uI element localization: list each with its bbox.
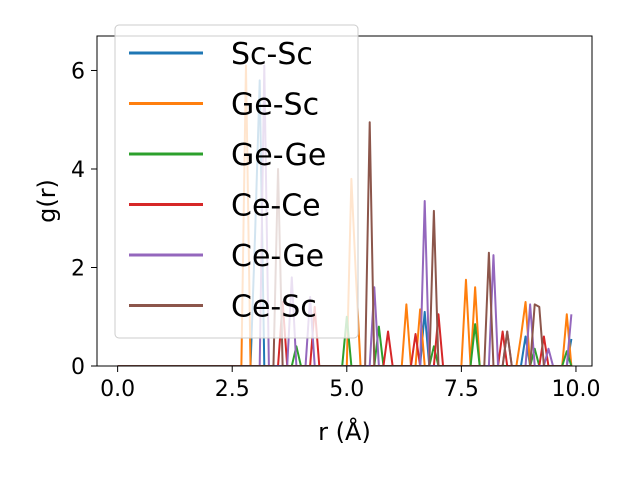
legend-label: Ce-Sc (231, 290, 317, 325)
plot-lines (117, 64, 573, 366)
x-tick-label: 7.5 (444, 377, 479, 402)
y-tick-label: 0 (71, 355, 85, 380)
x-tick-label: 10.0 (551, 377, 600, 402)
series-line-ge-ge (117, 315, 573, 366)
x-axis: 0.0 2.5 5.0 7.5 10.0 (100, 366, 600, 402)
y-tick-label: 6 (71, 59, 85, 84)
y-tick-label: 2 (71, 256, 85, 281)
x-axis-label: r (Å) (318, 417, 371, 446)
legend-label: Ce-Ge (231, 239, 324, 274)
legend: Sc-Sc Ge-Sc Ge-Ge Ce-Ce Ce-Ge Ce-Sc (114, 24, 359, 339)
series-line-ce-ge (117, 64, 573, 366)
legend-label: Ge-Sc (231, 88, 319, 123)
y-axis-label: g(r) (33, 179, 61, 223)
legend-label: Ge-Ge (231, 138, 326, 173)
x-tick-label: 0.0 (100, 377, 135, 402)
y-tick-label: 4 (71, 158, 85, 183)
legend-label: Ce-Ce (231, 189, 321, 224)
y-axis: 0 2 4 6 (71, 59, 97, 380)
x-tick-label: 2.5 (215, 377, 250, 402)
x-tick-label: 5.0 (329, 377, 364, 402)
legend-label: Sc-Sc (231, 37, 313, 72)
